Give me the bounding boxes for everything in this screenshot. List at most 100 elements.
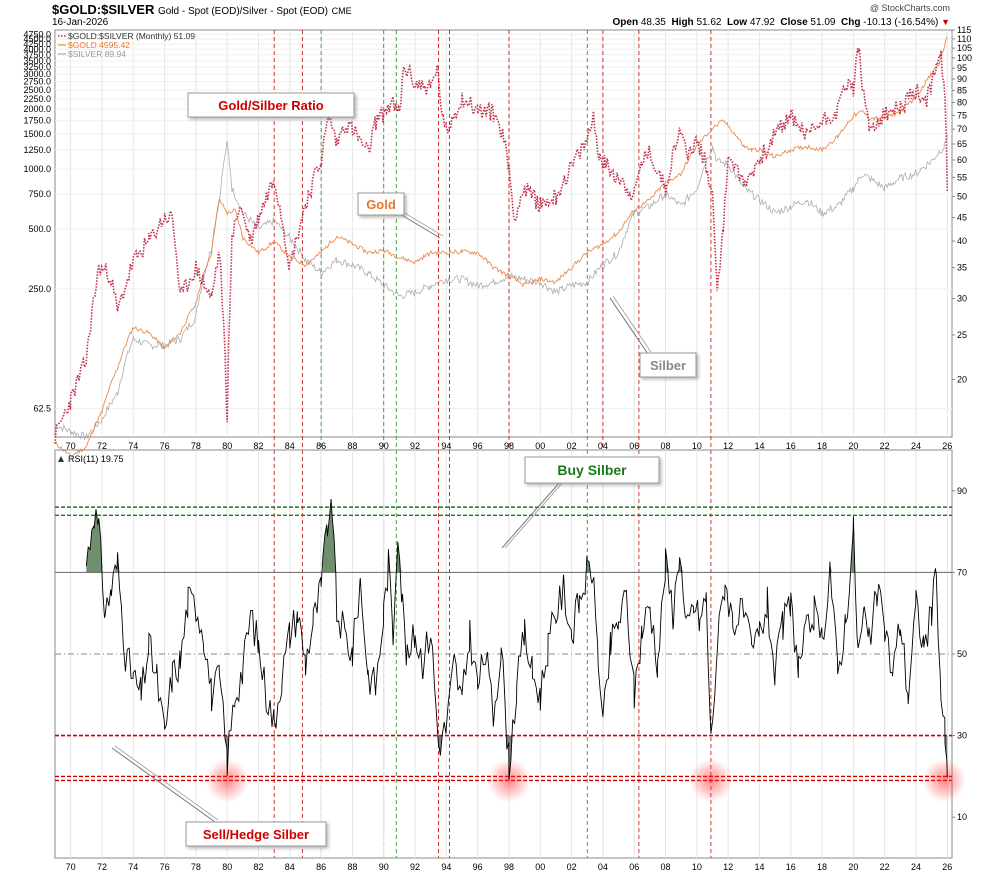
gold-line	[54, 36, 948, 457]
left-tick-label: 4250.0	[23, 39, 51, 49]
down-triangle-icon: ▼	[941, 17, 950, 27]
left-tick-label: 1000.0	[23, 164, 51, 174]
right-tick-label: 105	[957, 43, 972, 53]
right-tick-label: 70	[957, 124, 967, 134]
chart-date: 16-Jan-2026	[52, 17, 109, 28]
left-tick-label: 2000.0	[23, 104, 51, 114]
left-tick-label: 62.5	[33, 404, 51, 414]
x-tick-label: 98	[504, 862, 514, 872]
x-tick-label: 80	[222, 862, 232, 872]
x-tick-label: 00	[535, 441, 545, 451]
right-tick-label: 65	[957, 139, 967, 149]
x-tick-label: 96	[473, 441, 483, 451]
x-tick-label: 14	[754, 441, 764, 451]
x-tick-label: 80	[222, 441, 232, 451]
right-tick-label: 75	[957, 110, 967, 120]
chart-header: $GOLD:$SILVER Gold - Spot (EOD)/Silver -…	[0, 0, 990, 30]
watermark: @ StockCharts.com	[869, 3, 950, 13]
left-tick-label: 2250.0	[23, 94, 51, 104]
sell-callout-pointer	[111, 747, 216, 823]
buy-callout-pointer2	[504, 481, 564, 549]
x-tick-label: 94	[441, 441, 451, 451]
ratio-callout-text: Gold/Silber Ratio	[218, 98, 324, 113]
left-tick-label: 3250.0	[23, 62, 51, 72]
right-tick-label: 40	[957, 236, 967, 246]
rsi-line	[85, 498, 948, 780]
x-tick-label: 24	[911, 441, 921, 451]
ohlc-readout: Open 48.35 High 51.62 Low 47.92 Close 51…	[613, 17, 951, 28]
left-tick-label: 1750.0	[23, 116, 51, 126]
rsi-tick-label: 90	[957, 486, 967, 496]
oversold-highlight	[205, 758, 250, 803]
x-tick-label: 72	[97, 862, 107, 872]
right-tick-label: 25	[957, 330, 967, 340]
gold-callout-pointer	[399, 213, 441, 239]
legend-entry: $GOLD:$SILVER (Monthly) 51.09	[68, 31, 195, 41]
rsi-panel: 70 72 74 76 78 80 82 84 86 88 90 92 94 96 98 00 02 04 06 08…	[54, 449, 967, 872]
high-value: 51.62	[696, 17, 722, 28]
x-tick-label: 90	[379, 862, 389, 872]
price-panel: 70 72 74 76 78 80 82 84 86 88 90 92 94 96 98 00 02 04 06 08…	[23, 25, 972, 858]
x-tick-label: 70	[66, 862, 76, 872]
x-tick-label: 82	[254, 441, 264, 451]
x-tick-label: 70	[66, 441, 76, 451]
x-tick-label: 74	[128, 862, 138, 872]
x-tick-label: 16	[786, 862, 796, 872]
silber-callout-text: Silber	[650, 358, 686, 373]
x-tick-label: 18	[817, 862, 827, 872]
x-tick-label: 04	[598, 862, 608, 872]
price-legend: $GOLD:$SILVER (Monthly) 51.09$GOLD 4595.…	[58, 31, 195, 59]
right-tick-label: 20	[957, 375, 967, 385]
x-tick-label: 82	[254, 862, 264, 872]
legend-entry: $SILVER 89.94	[68, 49, 126, 59]
x-tick-label: 20	[848, 862, 858, 872]
x-tick-label: 94	[441, 862, 451, 872]
left-tick-label: 4000.0	[23, 44, 51, 54]
sell-callout-pointer2	[114, 745, 219, 821]
buy-callout-pointer	[501, 481, 561, 549]
x-tick-label: 12	[723, 441, 733, 451]
chg-value: -10.13 (-16.54%)	[863, 17, 939, 28]
chg-label: Chg	[841, 17, 861, 28]
high-label: High	[671, 17, 694, 28]
rsi-tick-label: 30	[957, 731, 967, 741]
right-tick-label: 85	[957, 85, 967, 95]
left-tick-label: 4750.0	[23, 29, 51, 39]
buy-callout-text: Buy Silber	[557, 462, 627, 478]
left-tick-label: 500.0	[28, 224, 51, 234]
x-tick-label: 02	[567, 862, 577, 872]
right-tick-label: 60	[957, 155, 967, 165]
x-tick-label: 86	[316, 862, 326, 872]
x-tick-label: 10	[692, 862, 702, 872]
right-tick-label: 80	[957, 98, 967, 108]
rsi-tick-label: 10	[957, 812, 967, 822]
rsi-legend-icon	[58, 456, 64, 462]
silber-callout-pointer2	[612, 295, 652, 353]
x-tick-label: 92	[410, 441, 420, 451]
x-tick-label: 10	[692, 441, 702, 451]
rsi-oversold-fill	[225, 735, 948, 780]
left-tick-label: 1250.0	[23, 145, 51, 155]
x-tick-label: 12	[723, 862, 733, 872]
rsi-overbought-fill	[86, 499, 937, 573]
x-tick-label: 06	[629, 862, 639, 872]
right-tick-label: 95	[957, 63, 967, 73]
left-tick-label: 2750.0	[23, 77, 51, 87]
low-label: Low	[727, 17, 748, 28]
ratio-line	[54, 45, 949, 444]
x-tick-label: 18	[817, 441, 827, 451]
x-tick-label: 88	[347, 862, 357, 872]
x-tick-label: 08	[661, 441, 671, 451]
x-tick-label: 74	[128, 441, 138, 451]
open-label: Open	[612, 17, 639, 28]
left-tick-label: 750.0	[28, 189, 51, 199]
x-tick-label: 00	[535, 862, 545, 872]
silber-callout-box	[639, 352, 697, 378]
x-tick-label: 78	[191, 862, 201, 872]
x-tick-label: 88	[347, 441, 357, 451]
left-tick-label: 3000.0	[23, 69, 51, 79]
x-tick-label: 96	[473, 862, 483, 872]
x-tick-label: 84	[285, 862, 295, 872]
close-value: 51.09	[810, 17, 836, 28]
